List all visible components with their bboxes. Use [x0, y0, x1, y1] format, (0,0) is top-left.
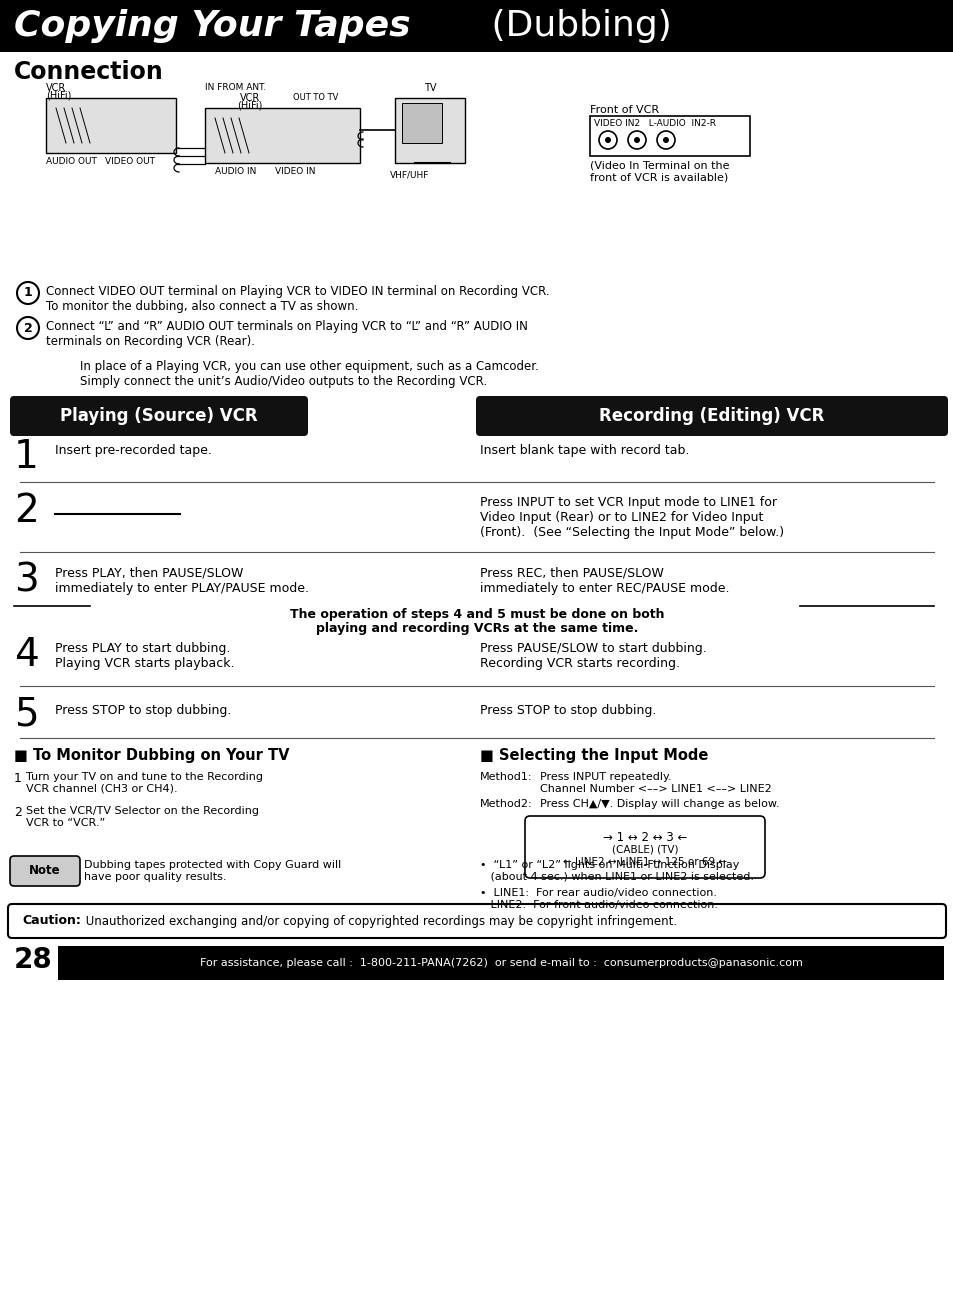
Bar: [395, 98, 464, 163]
Text: (HiFi): (HiFi): [236, 101, 262, 112]
FancyBboxPatch shape: [476, 397, 947, 436]
Text: •  “L1” or “L2” lights on Multi-Function Display
   (about 4 sec.) when LINE1 or: • “L1” or “L2” lights on Multi-Function …: [479, 860, 753, 881]
FancyBboxPatch shape: [10, 397, 308, 436]
Text: VIDEO IN2   L-AUDIO  IN2-R: VIDEO IN2 L-AUDIO IN2-R: [594, 119, 716, 127]
Bar: [589, 116, 749, 156]
Text: Method1:: Method1:: [479, 772, 532, 783]
Text: (HiFi): (HiFi): [46, 91, 71, 101]
Text: Connection: Connection: [14, 60, 164, 84]
Text: For assistance, please call :  1-800-211-PANA(7262)  or send e-mail to :  consum: For assistance, please call : 1-800-211-…: [199, 958, 801, 968]
Text: front of VCR is available): front of VCR is available): [589, 172, 727, 183]
FancyBboxPatch shape: [10, 856, 80, 886]
Text: playing and recording VCRs at the same time.: playing and recording VCRs at the same t…: [315, 622, 638, 635]
Text: 2: 2: [24, 322, 32, 335]
Text: Press STOP to stop dubbing.: Press STOP to stop dubbing.: [55, 704, 232, 717]
Text: Connect VIDEO OUT terminal on Playing VCR to VIDEO IN terminal on Recording VCR.: Connect VIDEO OUT terminal on Playing VC…: [46, 285, 549, 312]
Text: AUDIO OUT: AUDIO OUT: [46, 158, 97, 165]
Circle shape: [604, 137, 610, 143]
Text: ■ Selecting the Input Mode: ■ Selecting the Input Mode: [479, 748, 708, 763]
Text: Press PLAY, then PAUSE/SLOW
immediately to enter PLAY/PAUSE mode.: Press PLAY, then PAUSE/SLOW immediately …: [55, 567, 309, 595]
Bar: [401, 102, 441, 143]
Text: 3: 3: [14, 562, 39, 600]
Text: VIDEO OUT: VIDEO OUT: [105, 158, 154, 165]
Bar: [205, 108, 359, 163]
Text: 2: 2: [14, 806, 22, 819]
Text: ■ To Monitor Dubbing on Your TV: ■ To Monitor Dubbing on Your TV: [14, 748, 289, 763]
Text: Recording (Editing) VCR: Recording (Editing) VCR: [598, 407, 823, 425]
Text: 2: 2: [14, 492, 39, 530]
Text: Method2:: Method2:: [479, 800, 532, 809]
Text: Insert pre-recorded tape.: Insert pre-recorded tape.: [55, 444, 212, 457]
Text: VHF/UHF: VHF/UHF: [390, 169, 429, 179]
Circle shape: [662, 137, 668, 143]
Bar: [0, 0, 953, 53]
Text: VCR: VCR: [240, 93, 260, 102]
Text: Front of VCR: Front of VCR: [589, 105, 659, 116]
Text: •  LINE1:  For rear audio/video connection.
   LINE2:  For front audio/video con: • LINE1: For rear audio/video connection…: [479, 888, 718, 910]
Text: TV: TV: [423, 83, 436, 93]
Text: In place of a Playing VCR, you can use other equipment, such as a Camcoder.
Simp: In place of a Playing VCR, you can use o…: [80, 360, 538, 389]
Text: Connect “L” and “R” AUDIO OUT terminals on Playing VCR to “L” and “R” AUDIO IN
t: Connect “L” and “R” AUDIO OUT terminals …: [46, 320, 527, 348]
Text: 28: 28: [14, 945, 52, 974]
Text: VIDEO IN: VIDEO IN: [274, 167, 315, 176]
Text: (CABLE) (TV): (CABLE) (TV): [611, 846, 678, 855]
Text: 4: 4: [14, 635, 39, 674]
Text: The operation of steps 4 and 5 must be done on both: The operation of steps 4 and 5 must be d…: [290, 608, 663, 621]
FancyBboxPatch shape: [524, 815, 764, 878]
Text: Caution:: Caution:: [22, 914, 81, 927]
Text: Press PLAY to start dubbing.
Playing VCR starts playback.: Press PLAY to start dubbing. Playing VCR…: [55, 642, 234, 670]
Text: Note: Note: [30, 864, 61, 877]
Text: ← LINE2 ↔ LINE1 ↔ 125 or 69 ←: ← LINE2 ↔ LINE1 ↔ 125 or 69 ←: [562, 857, 726, 867]
Text: Press INPUT to set VCR Input mode to LINE1 for
Video Input (Rear) or to LINE2 fo: Press INPUT to set VCR Input mode to LIN…: [479, 496, 783, 540]
Bar: [58, 945, 943, 979]
Text: Press PAUSE/SLOW to start dubbing.
Recording VCR starts recording.: Press PAUSE/SLOW to start dubbing. Recor…: [479, 642, 706, 670]
Text: Set the VCR/TV Selector on the Recording
VCR to “VCR.”: Set the VCR/TV Selector on the Recording…: [26, 806, 258, 827]
Text: Press REC, then PAUSE/SLOW
immediately to enter REC/PAUSE mode.: Press REC, then PAUSE/SLOW immediately t…: [479, 567, 729, 595]
Text: IN FROM ANT.: IN FROM ANT.: [205, 83, 266, 92]
Text: 1: 1: [14, 439, 39, 477]
Text: (Video In Terminal on the: (Video In Terminal on the: [589, 160, 729, 169]
Text: OUT TO TV: OUT TO TV: [293, 93, 338, 102]
Text: Dubbing tapes protected with Copy Guard will
have poor quality results.: Dubbing tapes protected with Copy Guard …: [84, 860, 341, 881]
Text: Press INPUT repeatedly.
Channel Number <––> LINE1 <––> LINE2: Press INPUT repeatedly. Channel Number <…: [539, 772, 771, 793]
Text: Press STOP to stop dubbing.: Press STOP to stop dubbing.: [479, 704, 656, 717]
Text: VCR: VCR: [46, 83, 66, 93]
Text: Insert blank tape with record tab.: Insert blank tape with record tab.: [479, 444, 689, 457]
Text: Turn your TV on and tune to the Recording
VCR channel (CH3 or CH4).: Turn your TV on and tune to the Recordin…: [26, 772, 263, 793]
Text: Playing (Source) VCR: Playing (Source) VCR: [60, 407, 257, 425]
Text: Copying Your Tapes: Copying Your Tapes: [14, 9, 410, 43]
Text: → 1 ↔ 2 ↔ 3 ←: → 1 ↔ 2 ↔ 3 ←: [602, 831, 686, 844]
FancyBboxPatch shape: [8, 903, 945, 937]
Text: Press CH▲/▼. Display will change as below.: Press CH▲/▼. Display will change as belo…: [539, 800, 779, 809]
Text: 5: 5: [14, 696, 38, 734]
Text: 1: 1: [14, 772, 22, 785]
Text: (Dubbing): (Dubbing): [479, 9, 671, 43]
Text: 1: 1: [24, 286, 32, 299]
Text: Unauthorized exchanging and/or copying of copyrighted recordings may be copyrigh: Unauthorized exchanging and/or copying o…: [82, 914, 677, 927]
Circle shape: [634, 137, 639, 143]
Text: AUDIO IN: AUDIO IN: [214, 167, 256, 176]
Bar: [46, 98, 175, 154]
